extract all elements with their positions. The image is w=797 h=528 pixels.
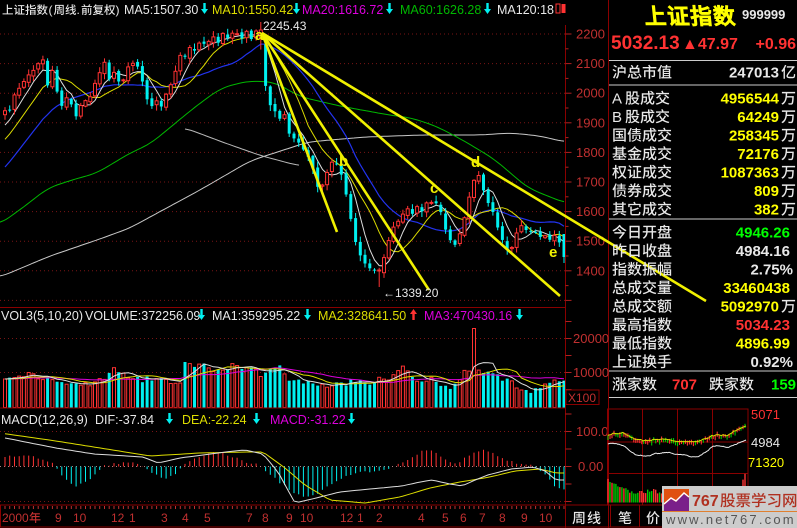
svg-text:0.92%: 0.92% [750,354,793,371]
svg-text:7: 7 [479,511,486,525]
svg-text:MACD:-31.22: MACD:-31.22 [270,413,346,427]
svg-text:X100: X100 [568,391,596,405]
svg-text:33460438: 33460438 [723,280,790,297]
svg-text:.: . [77,3,80,17]
svg-text:MA20:1616.72: MA20:1616.72 [302,3,383,17]
svg-text:159: 159 [771,377,796,394]
svg-text:10: 10 [539,511,553,525]
svg-text:B: B [612,109,622,126]
svg-text:d: d [471,154,480,171]
svg-text:c: c [430,180,438,197]
svg-text:VOL3(5,10,20): VOL3(5,10,20) [1,309,83,323]
svg-text:8: 8 [262,511,269,525]
svg-text:4956544: 4956544 [721,91,780,108]
svg-text:5071: 5071 [751,407,780,422]
svg-text:1900: 1900 [576,115,605,130]
svg-text:1800: 1800 [576,145,605,160]
svg-text:4984.16: 4984.16 [736,243,790,260]
svg-text:A: A [612,91,622,108]
svg-text:1: 1 [129,511,136,525]
svg-text:9: 9 [286,511,293,525]
svg-text:1: 1 [357,511,364,525]
svg-text:MA10:1550.42: MA10:1550.42 [212,3,293,17]
svg-text:b: b [339,153,348,170]
svg-text:8: 8 [499,511,506,525]
svg-text:100.0: 100.0 [576,424,609,439]
svg-text:20000: 20000 [573,331,609,346]
svg-text:4: 4 [182,511,189,525]
svg-text:382: 382 [754,202,779,219]
svg-text:2000: 2000 [576,86,605,101]
svg-text:5: 5 [204,511,211,525]
svg-text:10: 10 [73,511,87,525]
svg-text:0.00: 0.00 [578,459,603,474]
svg-text:MA5:1507.30: MA5:1507.30 [124,3,198,17]
svg-text:MA3:470430.16: MA3:470430.16 [424,309,512,323]
svg-text:64249: 64249 [737,109,779,126]
svg-text:): ) [116,3,120,17]
svg-text:2000: 2000 [2,511,29,525]
svg-text:5032.13: 5032.13 [611,33,680,54]
svg-text:1087363: 1087363 [721,165,779,182]
svg-text:▲47.97: ▲47.97 [682,36,738,53]
svg-text:5: 5 [442,511,449,525]
svg-text:MA1:359295.22: MA1:359295.22 [212,309,300,323]
svg-text:2.75%: 2.75% [750,262,793,279]
svg-text:9: 9 [55,511,62,525]
svg-text:247013: 247013 [729,65,779,82]
svg-text:2: 2 [376,511,383,525]
svg-text:2245.43: 2245.43 [263,19,307,33]
svg-text:6: 6 [460,511,467,525]
svg-text:72176: 72176 [737,146,779,163]
svg-text:MACD(12,26,9): MACD(12,26,9) [1,413,88,427]
svg-text:1500: 1500 [576,234,605,249]
svg-text:(: ( [49,3,53,17]
svg-text:707: 707 [672,377,697,394]
svg-text:DIF:-37.84: DIF:-37.84 [95,413,154,427]
svg-text:←1339.20: ←1339.20 [383,286,439,300]
svg-text:VOLUME:372256.09: VOLUME:372256.09 [85,309,200,323]
svg-text:12: 12 [340,511,354,525]
svg-text:2100: 2100 [576,56,605,71]
svg-text:MA2:328641.50: MA2:328641.50 [318,309,406,323]
svg-text:7: 7 [246,511,253,525]
svg-text:809: 809 [754,183,779,200]
svg-text:999999: 999999 [742,7,785,22]
svg-text:258345: 258345 [729,128,779,145]
svg-text:71320: 71320 [748,455,784,470]
svg-text:3: 3 [161,511,168,525]
svg-text:1400: 1400 [576,263,605,278]
svg-text:10: 10 [300,511,314,525]
svg-text:e: e [549,244,557,261]
svg-text:1700: 1700 [576,175,605,190]
svg-text:4: 4 [418,511,425,525]
svg-text:4984: 4984 [751,435,780,450]
svg-text:MA120:18: MA120:18 [497,3,554,17]
svg-text:2200: 2200 [576,27,605,42]
svg-text:767: 767 [692,493,719,510]
svg-text:12: 12 [111,511,125,525]
svg-text:5092970: 5092970 [721,299,779,316]
svg-text:1600: 1600 [576,204,605,219]
svg-text:4946.26: 4946.26 [736,225,790,242]
svg-text:MA60:1626.28: MA60:1626.28 [400,3,481,17]
svg-text:10000: 10000 [573,365,609,380]
svg-text:DEA:-22.24: DEA:-22.24 [182,413,247,427]
svg-text:+0.96: +0.96 [756,36,797,53]
svg-text:www.net767.com: www.net767.com [665,512,796,527]
svg-text:9: 9 [521,511,528,525]
svg-text:5034.23: 5034.23 [736,317,790,334]
svg-text:a: a [255,27,264,44]
svg-text:4896.99: 4896.99 [736,336,790,353]
